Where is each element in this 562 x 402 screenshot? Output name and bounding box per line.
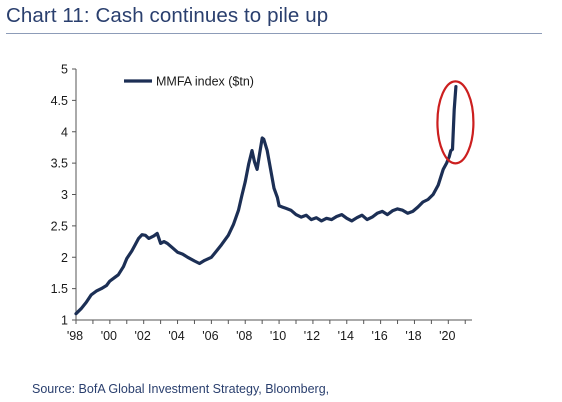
series-line-mmfa — [74, 84, 458, 316]
x-tick-label: '00 — [101, 329, 117, 343]
x-tick-label: '98 — [67, 329, 83, 343]
highlight-circle — [436, 80, 475, 165]
x-tick-label: '14 — [338, 329, 354, 343]
x-tick-label: '04 — [168, 329, 184, 343]
x-tick-label: '18 — [405, 329, 421, 343]
series-layer — [74, 84, 458, 316]
y-tick-label: 1 — [61, 314, 68, 328]
title-divider — [6, 33, 542, 34]
chart-title: Chart 11: Cash continues to pile up — [6, 4, 329, 27]
annotation-layer — [436, 80, 475, 165]
source-note: Source: BofA Global Investment Strategy,… — [32, 382, 330, 396]
x-tick-label: '02 — [135, 329, 151, 343]
y-tick-label: 5 — [61, 63, 68, 77]
y-tick-label: 4 — [61, 125, 68, 139]
legend: MMFA index ($tn) — [124, 75, 254, 89]
x-tick-label: '12 — [304, 329, 320, 343]
x-tick-label: '10 — [270, 329, 286, 343]
y-tick-label: 1.5 — [51, 282, 68, 296]
y-tick-label: 4.5 — [51, 94, 68, 108]
y-tick-label: 2 — [61, 251, 68, 265]
y-axis: 1 1.5 2 2.5 3 3.5 4 4.5 5 — [51, 63, 77, 328]
x-tick-label: '06 — [202, 329, 218, 343]
y-tick-label: 2.5 — [51, 219, 68, 233]
x-tick-label: '20 — [439, 329, 455, 343]
x-tick-label: '08 — [236, 329, 252, 343]
x-tick-label: '16 — [371, 329, 387, 343]
x-axis: '98 '00 '02 '04 '06 '08 '10 '12 '14 '16 '18 '20 — [67, 319, 472, 343]
y-tick-label: 3 — [61, 188, 68, 202]
legend-label: MMFA index ($tn) — [156, 75, 254, 89]
y-tick-label: 3.5 — [51, 157, 68, 171]
